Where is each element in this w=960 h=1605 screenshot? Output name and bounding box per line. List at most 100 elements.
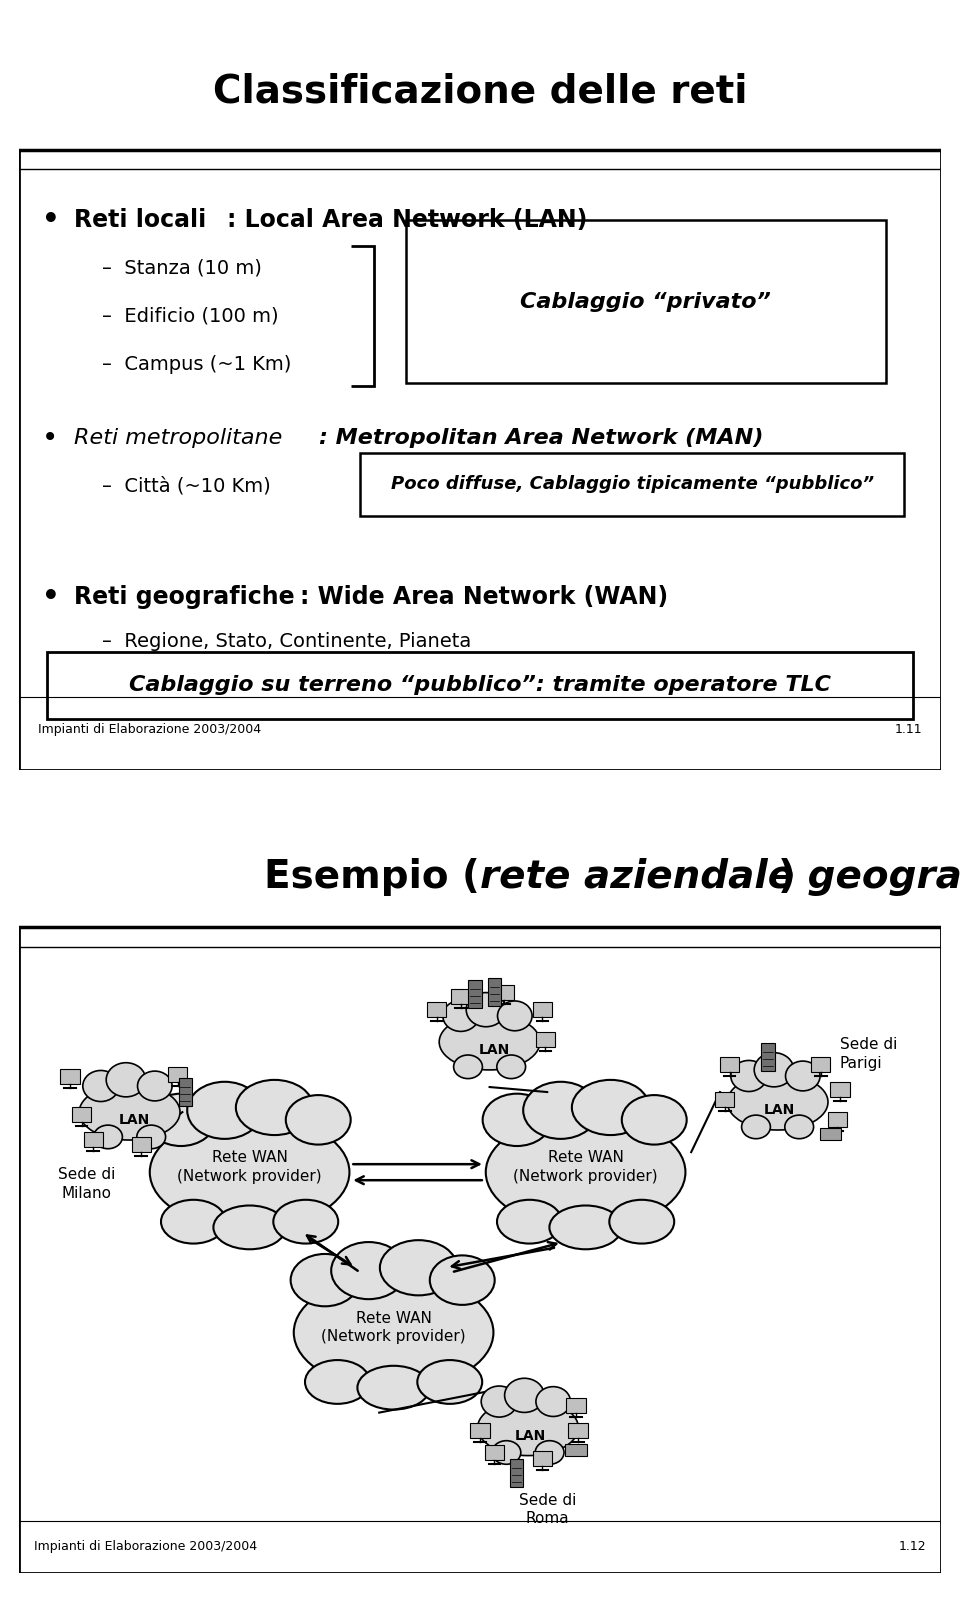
Text: –  Edificio (100 m): – Edificio (100 m) [102, 307, 278, 326]
Ellipse shape [784, 1115, 813, 1138]
FancyBboxPatch shape [72, 1107, 91, 1122]
Text: –  Campus (~1 Km): – Campus (~1 Km) [102, 355, 292, 374]
Text: Classificazione delle reti: Classificazione delle reti [213, 72, 747, 111]
Ellipse shape [443, 1000, 479, 1032]
Ellipse shape [497, 1201, 562, 1244]
Ellipse shape [286, 1095, 350, 1144]
Text: Reti geografiche: Reti geografiche [75, 584, 295, 608]
Ellipse shape [305, 1359, 370, 1404]
FancyBboxPatch shape [485, 1444, 504, 1459]
Ellipse shape [147, 1093, 215, 1146]
Text: –  Città (~10 Km): – Città (~10 Km) [102, 477, 271, 496]
Text: Cablaggio su terreno “pubblico”: tramite operatore TLC: Cablaggio su terreno “pubblico”: tramite… [129, 676, 831, 695]
FancyBboxPatch shape [132, 1136, 151, 1152]
FancyBboxPatch shape [47, 652, 913, 719]
Ellipse shape [418, 1359, 482, 1404]
FancyBboxPatch shape [179, 1079, 192, 1106]
FancyBboxPatch shape [761, 1043, 775, 1071]
Ellipse shape [430, 1255, 494, 1305]
Ellipse shape [150, 1115, 349, 1229]
FancyBboxPatch shape [720, 1058, 739, 1072]
Text: •: • [42, 207, 60, 234]
Ellipse shape [331, 1242, 406, 1298]
Ellipse shape [741, 1115, 770, 1138]
Text: 1.11: 1.11 [895, 724, 923, 737]
FancyBboxPatch shape [451, 989, 470, 1003]
FancyBboxPatch shape [536, 1032, 555, 1046]
FancyBboxPatch shape [19, 827, 941, 926]
FancyBboxPatch shape [488, 977, 501, 1006]
Text: Rete WAN
(Network provider): Rete WAN (Network provider) [514, 1151, 658, 1184]
Ellipse shape [137, 1071, 172, 1101]
Text: Cablaggio “privato”: Cablaggio “privato” [520, 292, 771, 311]
Text: : Wide Area Network (WAN): : Wide Area Network (WAN) [300, 584, 668, 608]
Ellipse shape [213, 1205, 286, 1249]
Ellipse shape [497, 1002, 532, 1030]
FancyBboxPatch shape [533, 1002, 552, 1018]
FancyBboxPatch shape [19, 32, 941, 770]
Ellipse shape [610, 1201, 674, 1244]
Ellipse shape [535, 1441, 564, 1464]
FancyBboxPatch shape [811, 1058, 830, 1072]
Text: Sede di
Roma: Sede di Roma [518, 1493, 576, 1526]
Text: Poco diffuse, Cablaggio tipicamente “pubblico”: Poco diffuse, Cablaggio tipicamente “pub… [391, 475, 874, 493]
FancyBboxPatch shape [566, 1398, 586, 1412]
Text: Esempio (: Esempio ( [264, 857, 480, 896]
Text: Reti locali: Reti locali [75, 209, 206, 233]
Ellipse shape [136, 1125, 165, 1149]
Text: –  Regione, Stato, Continente, Pianeta: – Regione, Stato, Continente, Pianeta [102, 632, 471, 650]
Ellipse shape [79, 1083, 180, 1140]
FancyBboxPatch shape [830, 1082, 850, 1098]
Text: Impianti di Elaborazione 2003/2004: Impianti di Elaborazione 2003/2004 [34, 1541, 256, 1554]
FancyBboxPatch shape [468, 979, 482, 1008]
Ellipse shape [549, 1205, 622, 1249]
Text: rete aziendale geografica: rete aziendale geografica [480, 857, 960, 896]
FancyBboxPatch shape [427, 1002, 446, 1018]
FancyBboxPatch shape [820, 1128, 841, 1140]
Text: •: • [42, 583, 60, 612]
Text: Rete WAN
(Network provider): Rete WAN (Network provider) [322, 1311, 466, 1345]
Ellipse shape [492, 1441, 520, 1464]
Text: LAN: LAN [764, 1103, 795, 1117]
FancyBboxPatch shape [494, 985, 514, 1000]
Ellipse shape [536, 1387, 570, 1417]
Ellipse shape [187, 1082, 262, 1140]
Ellipse shape [236, 1080, 313, 1135]
Text: : Metropolitan Area Network (MAN): : Metropolitan Area Network (MAN) [319, 429, 763, 448]
Text: Sede di
Milano: Sede di Milano [58, 1167, 115, 1201]
FancyBboxPatch shape [19, 827, 941, 1573]
Ellipse shape [380, 1241, 457, 1295]
Ellipse shape [357, 1366, 430, 1409]
FancyBboxPatch shape [828, 1112, 847, 1127]
Text: Sede di
Parigi: Sede di Parigi [840, 1037, 898, 1071]
Ellipse shape [755, 1053, 794, 1087]
Ellipse shape [107, 1063, 146, 1096]
FancyBboxPatch shape [568, 1422, 588, 1438]
FancyBboxPatch shape [565, 1443, 587, 1456]
Ellipse shape [572, 1080, 649, 1135]
Ellipse shape [467, 992, 506, 1027]
Ellipse shape [439, 1014, 540, 1071]
Ellipse shape [497, 1054, 525, 1079]
FancyBboxPatch shape [406, 220, 885, 382]
Ellipse shape [274, 1201, 338, 1244]
Ellipse shape [731, 1061, 767, 1091]
Ellipse shape [294, 1276, 493, 1390]
Ellipse shape [291, 1254, 359, 1306]
Ellipse shape [483, 1093, 551, 1146]
FancyBboxPatch shape [510, 1459, 523, 1486]
Text: Reti metropolitane: Reti metropolitane [75, 429, 283, 448]
Text: •: • [42, 424, 59, 453]
Text: ): ) [778, 857, 796, 896]
Ellipse shape [622, 1095, 686, 1144]
Ellipse shape [486, 1115, 685, 1229]
Text: –  Stanza (10 m): – Stanza (10 m) [102, 258, 262, 278]
Ellipse shape [93, 1125, 122, 1149]
FancyBboxPatch shape [19, 32, 941, 151]
FancyBboxPatch shape [360, 453, 904, 515]
FancyBboxPatch shape [715, 1091, 734, 1107]
Ellipse shape [505, 1379, 544, 1412]
Ellipse shape [83, 1071, 119, 1101]
Ellipse shape [785, 1061, 820, 1091]
Ellipse shape [453, 1054, 482, 1079]
